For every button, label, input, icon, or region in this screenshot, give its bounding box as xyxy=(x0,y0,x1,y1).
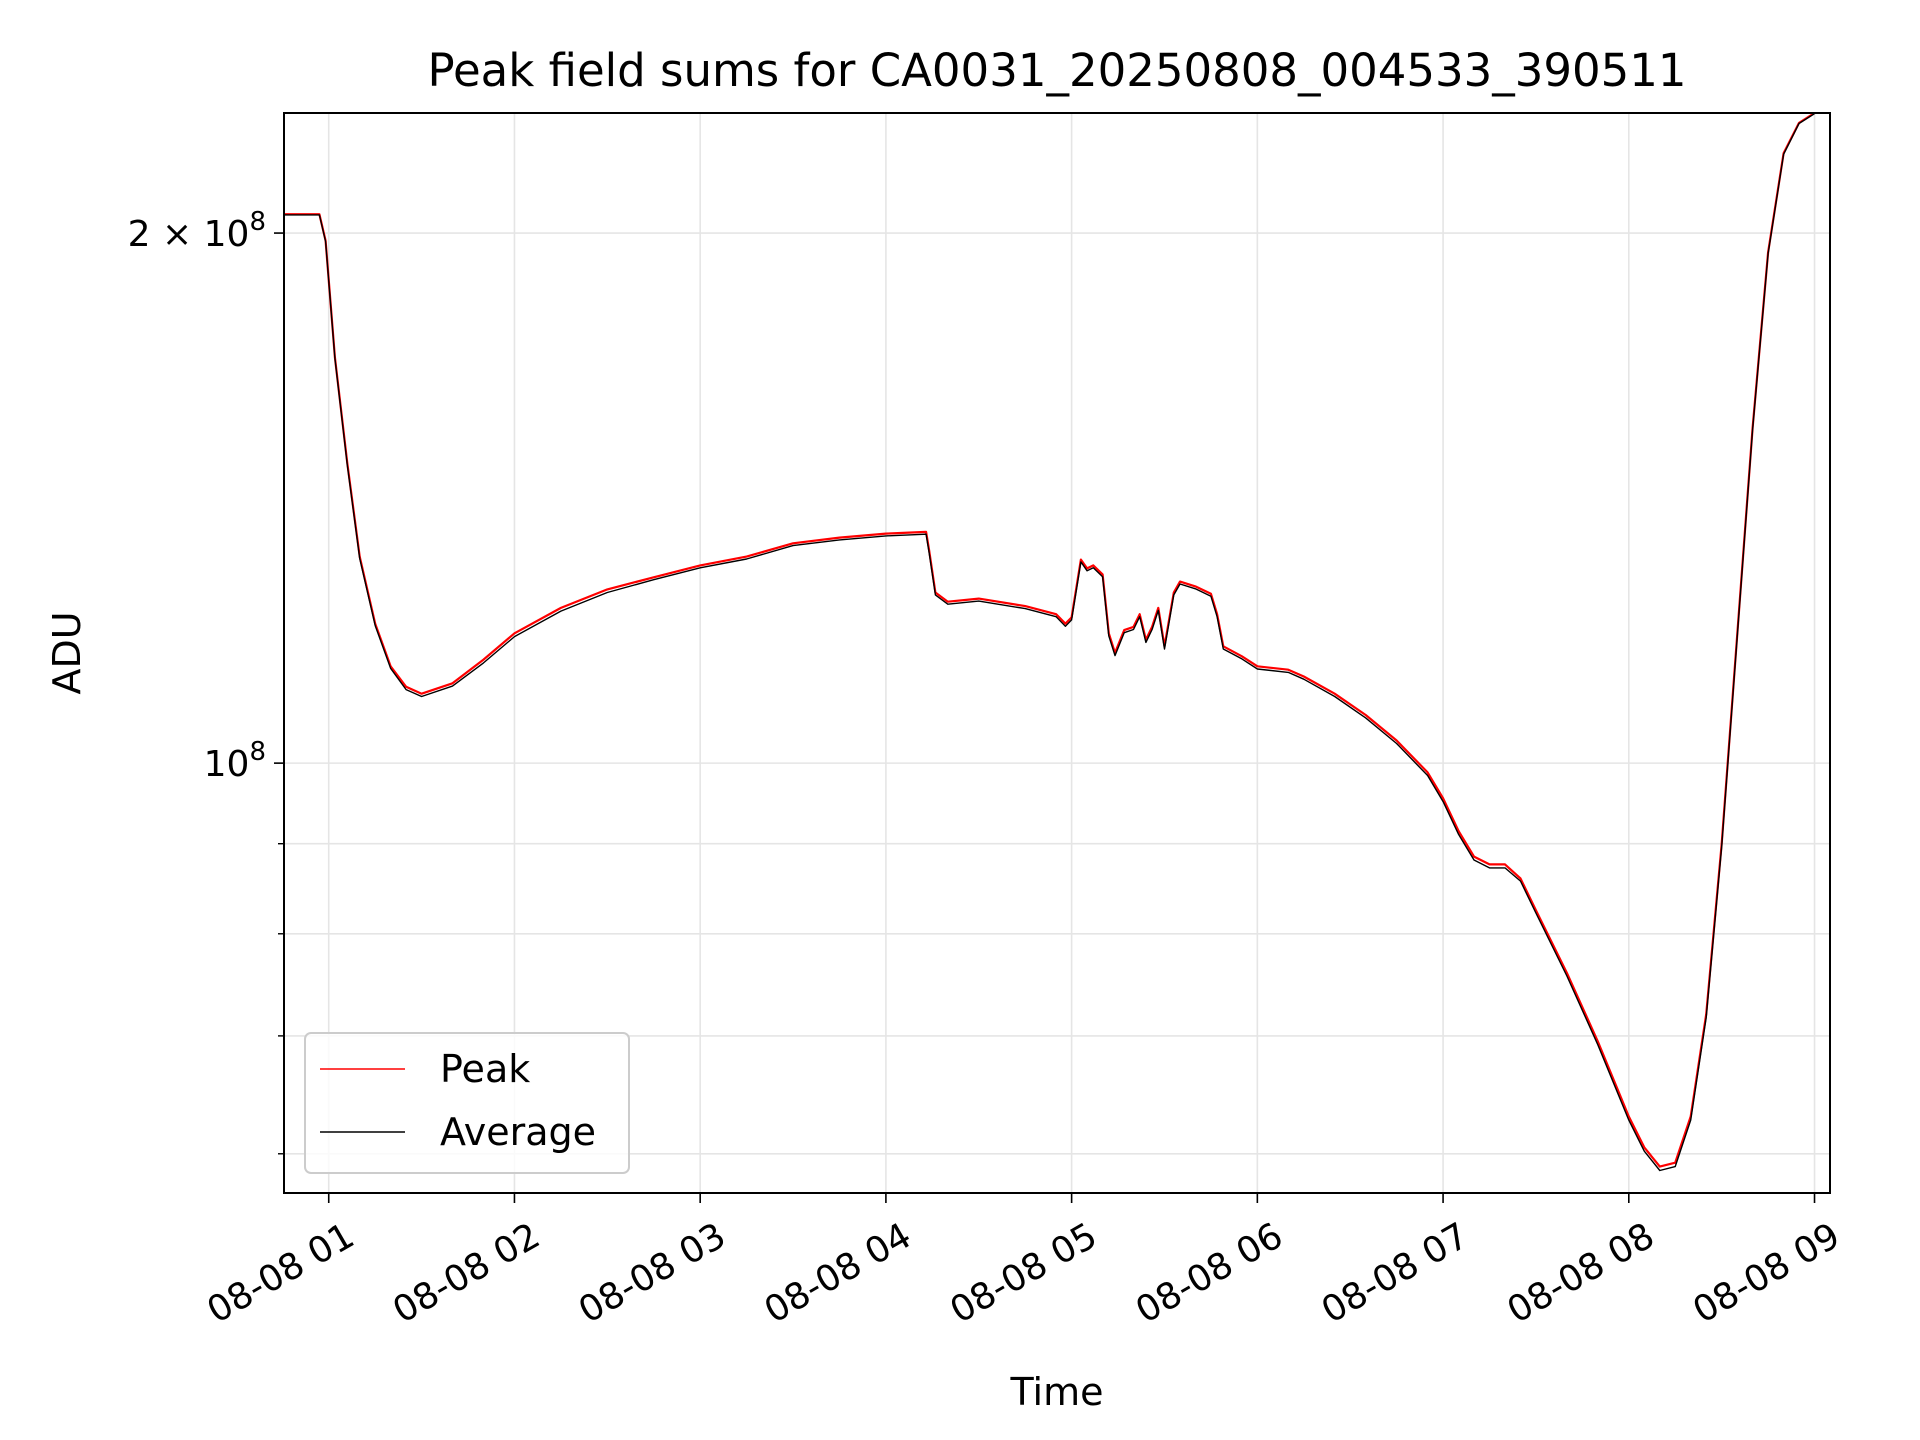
grid xyxy=(284,113,1830,1193)
legend-label-peak: Peak xyxy=(440,1047,530,1091)
series-layer xyxy=(284,112,1816,1172)
y-tick-label: 108 xyxy=(204,737,266,785)
y-tick-exponent: 8 xyxy=(249,737,266,767)
y-tick-base: 10 xyxy=(204,744,250,785)
legend-box xyxy=(304,1032,630,1174)
plot-frame xyxy=(283,112,1831,1194)
x-axis-label: Time xyxy=(1010,1370,1104,1414)
y-tick-base: 10 xyxy=(204,214,250,255)
series-line-average xyxy=(284,113,1815,1172)
y-tick-label: 2 × 108 xyxy=(128,207,266,255)
y-tick-exponent: 8 xyxy=(249,207,266,237)
legend: Peak Average xyxy=(304,1032,630,1174)
y-tick-mantissa: 2 × xyxy=(128,214,204,255)
chart-title: Peak field sums for CA0031_20250808_0045… xyxy=(427,44,1686,97)
y-axis-label: ADU xyxy=(45,611,89,694)
legend-label-average: Average xyxy=(440,1110,596,1154)
